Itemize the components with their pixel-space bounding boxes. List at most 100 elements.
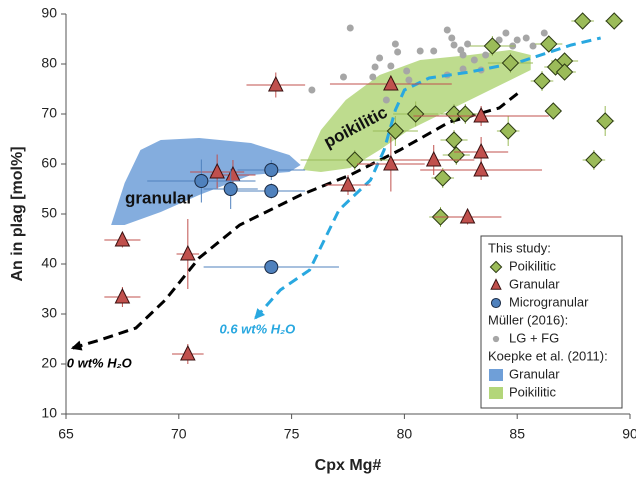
y-tick-label: 40	[41, 255, 57, 271]
legend-label: LG + FG	[509, 330, 559, 345]
dot-marker	[459, 51, 467, 59]
diamond-marker	[596, 112, 614, 130]
curve-arrowhead	[70, 340, 83, 351]
x-axis-title: Cpx Mg#	[315, 457, 382, 474]
diamond-marker	[573, 12, 592, 30]
triangle-marker	[180, 344, 196, 361]
circle-marker	[264, 260, 279, 274]
y-tick-label: 90	[41, 5, 57, 21]
x-tick-label: 65	[58, 426, 74, 442]
circle-marker	[194, 174, 209, 188]
triangle-marker	[383, 74, 399, 91]
curve-arrowhead	[254, 308, 266, 320]
legend-label: Poikilitic	[509, 258, 556, 273]
legend-label: Microgranular	[509, 294, 589, 309]
triangle-marker	[209, 162, 225, 179]
triangle-marker	[114, 230, 131, 247]
dot-marker	[430, 47, 438, 55]
legend-swatch	[489, 369, 503, 381]
diamond-marker	[483, 37, 502, 55]
diamond-marker	[540, 35, 558, 53]
triangle-marker	[425, 150, 442, 167]
legend-label: Granular	[509, 276, 560, 291]
dot-marker	[339, 73, 347, 81]
diamond-marker	[386, 122, 405, 140]
legend-heading: This study:	[488, 240, 551, 255]
diamond-marker	[501, 54, 520, 72]
y-tick-label: 30	[41, 305, 57, 321]
y-tick-label: 10	[41, 405, 57, 421]
dot-marker	[513, 36, 521, 44]
legend-label: Granular	[509, 366, 560, 381]
legend-label: Poikilitic	[509, 384, 556, 399]
legend-swatch	[489, 387, 503, 399]
dot-marker	[416, 47, 424, 55]
diamond-marker	[585, 151, 603, 169]
diamond-marker	[533, 72, 551, 90]
y-axis-title: An in plag [mol%]	[9, 146, 26, 281]
legend-box	[480, 235, 623, 409]
dot-marker	[492, 335, 500, 343]
triangle-marker	[490, 278, 502, 290]
y-tick-label: 80	[41, 55, 57, 71]
dot-marker	[403, 67, 411, 75]
dashed-curve	[72, 90, 521, 350]
dot-marker	[405, 76, 413, 84]
diamond-marker	[456, 105, 475, 123]
dot-marker	[346, 24, 354, 32]
dot-marker	[459, 65, 467, 73]
dot-marker	[369, 73, 377, 81]
legend-heading: Müller (2016):	[488, 312, 568, 327]
dot-marker	[464, 40, 472, 48]
dot-marker	[387, 62, 395, 70]
dot-marker	[502, 29, 510, 37]
dot-marker	[308, 86, 316, 94]
x-tick-label: 80	[397, 426, 413, 442]
triangle-marker	[267, 75, 284, 92]
y-tick-label: 60	[41, 155, 57, 171]
dot-marker	[382, 96, 390, 104]
diamond-marker	[406, 105, 425, 123]
circle-marker	[264, 163, 279, 177]
triangle-marker	[383, 154, 399, 171]
triangle-marker	[180, 244, 196, 261]
diamond-marker	[555, 63, 574, 81]
dot-marker	[522, 34, 530, 42]
legend: This study: Poikilitic Granular Microgranul…	[480, 235, 623, 409]
y-tick-label: 20	[41, 355, 57, 371]
dot-marker	[495, 36, 503, 44]
y-tick-label: 50	[41, 205, 57, 221]
triangle-marker	[340, 175, 356, 192]
diamond-marker	[445, 131, 463, 149]
region-annotation: granular	[125, 188, 193, 207]
dot-marker	[529, 42, 537, 50]
x-tick-label: 90	[622, 426, 636, 442]
curve-label: 0 wt% H₂O	[67, 355, 132, 370]
dot-marker	[448, 34, 456, 42]
x-tick-label: 85	[509, 426, 525, 442]
dot-marker	[394, 48, 402, 56]
diamond-marker	[499, 122, 517, 140]
curve-label: 0.6 wt% H₂O	[220, 321, 296, 336]
triangle-marker	[473, 142, 489, 159]
diamond-marker	[544, 102, 563, 120]
dot-marker	[371, 63, 379, 71]
x-tick-label: 75	[284, 426, 300, 442]
diamond-marker	[434, 169, 452, 187]
circle-marker	[490, 297, 502, 309]
circle-marker	[223, 182, 238, 196]
dot-marker	[540, 29, 548, 37]
circle-marker	[264, 184, 279, 198]
dot-marker	[391, 40, 399, 48]
triangle-marker	[473, 106, 489, 123]
diamond-marker	[447, 146, 465, 164]
dot-marker	[470, 56, 478, 64]
dot-marker	[376, 54, 384, 62]
dashed-curve	[254, 36, 602, 319]
triangle-marker	[114, 287, 131, 304]
triangle-marker	[473, 160, 489, 177]
diamond-marker	[489, 260, 503, 274]
diamond-marker	[605, 12, 623, 30]
x-tick-label: 70	[171, 426, 187, 442]
